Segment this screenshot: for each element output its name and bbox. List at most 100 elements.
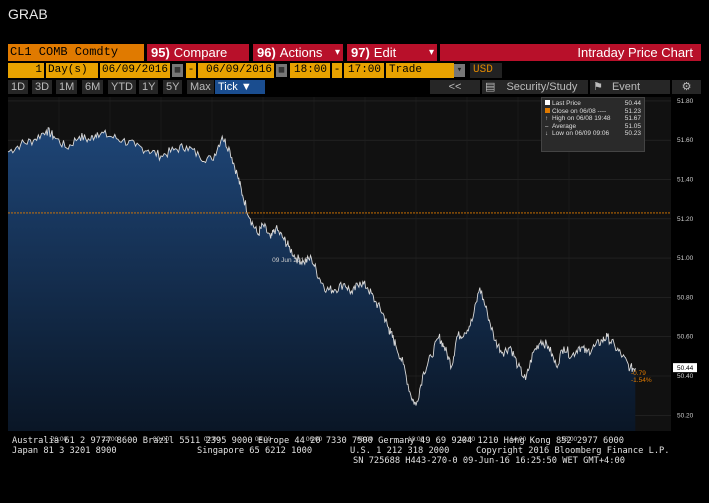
flag-icon: ⚑ [593,81,603,93]
end-time-field[interactable]: 17:00 [344,63,384,78]
range-ytd[interactable]: YTD [108,80,136,94]
legend-last-price: Last Price 50.44 [545,100,641,108]
end-calendar-icon[interactable]: ▦ [276,64,287,77]
end-date-field[interactable]: 06/09/2016 [198,63,274,78]
y-tick-label: 50.60 [677,334,694,341]
legend-high-value: 51.67 [624,115,641,123]
price-line [7,126,636,406]
currency-field[interactable]: USD [470,63,502,78]
x-tick-label: 04:00 [255,436,272,443]
date-label: 09 Jun 2016 [272,257,308,264]
y-tick-label: 50.40 [677,373,694,380]
start-time-field[interactable]: 18:00 [290,63,330,78]
event-dropdown-icon[interactable]: ▾ [454,64,465,77]
x-tick-label: 12:00 [459,436,476,443]
command-bar: CL1 COMB Comdty 95) Compare 96) Actions ▾ … [8,44,701,61]
window-title: GRAB [8,6,48,22]
edit-label: Edit [373,45,397,60]
y-axis: 51.80 51.60 51.40 51.20 51.00 50.80 50.60 50.40… [677,98,694,419]
legend-last-value: 50.44 [624,100,641,107]
legend-close-label: Close on 06/08 ---- [552,107,607,115]
time-separator: - [332,63,342,78]
legend-close: Close on 06/08 ---- 51.23 [545,107,641,116]
actions-caret-icon: ▾ [334,47,340,58]
y-tick-label: 51.80 [677,98,694,105]
back-button[interactable]: << [430,80,480,94]
gear-icon[interactable]: ⚙ [672,80,701,94]
footer-japan: Japan 81 3 3201 8900 [12,446,117,456]
footer-singapore: Singapore 65 6212 1000 [197,446,313,456]
last-price-tag: 50.44 [677,365,694,372]
period-value-field[interactable]: 1 [8,63,44,78]
range-bar: 1D 3D 1M 6M YTD 1Y 5Y Max Tick ▼ << ▤ Se… [8,80,701,94]
range-1y[interactable]: 1Y [139,80,159,94]
event-type-select[interactable]: Trade [386,63,454,78]
average-dash-icon: – [545,123,549,130]
legend-low: ↓ Low on 06/09 09:06 50.23 [545,130,641,138]
chart-icon: ▤ [485,81,496,93]
legend-average-label: Average [552,122,577,130]
x-tick-label: 22:00 [102,436,119,443]
legend-low-label: Low on 06/09 09:06 [552,130,610,138]
x-tick-label: 16:00 [561,436,578,443]
change-absolute: -0.79 [631,370,646,377]
y-tick-label: 51.20 [677,216,694,223]
change-percent: -1.54% [631,377,652,384]
actions-button[interactable]: 96) Actions ▾ [253,44,343,61]
security-study-label: Security/Study [506,81,578,93]
footer-copyright: Copyright 2016 Bloomberg Finance L.P. [476,446,670,456]
tick-caret-icon: ▼ [240,81,252,93]
last-price-swatch [545,100,550,105]
legend-high-label: High on 06/08 19:48 [552,115,611,123]
legend-last-label: Last Price [552,100,581,107]
range-6m[interactable]: 6M [82,80,104,94]
tick-dropdown[interactable]: Tick ▼ [215,80,265,94]
range-1m[interactable]: 1M [56,80,78,94]
tick-label: Tick [218,81,238,93]
x-tick-label: 08:00 [357,436,374,443]
actions-label: Actions [279,45,323,60]
last-price-box [673,363,697,373]
range-1d[interactable]: 1D [8,80,29,94]
x-tick-label: 14:00 [510,436,527,443]
ticker-field[interactable]: CL1 COMB Comdty [8,44,144,61]
y-tick-label: 51.00 [677,255,694,262]
legend-high: ↑ High on 06/08 19:48 51.67 [545,115,641,123]
period-unit-field[interactable]: Day(s) [46,63,98,78]
legend-average: – Average 51.05 [545,123,641,131]
close-swatch [545,107,550,113]
y-tick-label: 51.40 [677,177,694,184]
compare-button[interactable]: 95) Compare [147,44,249,61]
range-max[interactable]: Max [187,80,214,94]
edit-number: 97) [351,45,370,60]
low-arrow-icon: ↓ [545,131,548,138]
edit-caret-icon: ▾ [428,47,434,58]
legend-average-value: 51.05 [624,122,641,130]
footer-serial: SN 725688 H443-270-0 09-Jun-16 16:25:50 … [353,456,625,466]
legend-close-value: 51.23 [624,107,641,115]
security-study-button[interactable]: ▤ Security/Study [482,80,588,94]
date-separator: - [186,63,196,78]
compare-label: Compare [173,45,228,60]
x-tick-label: 06:00 [306,436,323,443]
footer-line-1: Australia 61 2 9777 8600 Brazil 5511 239… [12,436,624,446]
actions-number: 96) [257,45,276,60]
range-5y[interactable]: 5Y [163,80,183,94]
high-arrow-icon: ↑ [545,116,548,123]
start-calendar-icon[interactable]: ▦ [172,64,183,77]
y-tick-label: 51.60 [677,137,694,144]
y-tick-label: 50.80 [677,294,694,301]
footer-us: U.S. 1 212 318 2000 [350,446,450,456]
x-tick-label: 20:00 [51,436,68,443]
price-area [8,127,636,431]
chart-type-title: Intraday Price Chart [440,44,701,61]
event-label: Event [611,81,641,93]
x-tick-label: 00:00 [153,436,170,443]
intraday-price-chart: 51.80 51.60 51.40 51.20 51.00 50.80 50.60 50.40… [7,97,697,443]
legend-low-value: 50.23 [624,130,641,138]
range-3d[interactable]: 3D [32,80,53,94]
y-tick-label: 50.20 [677,412,694,419]
start-date-field[interactable]: 06/09/2016 [100,63,170,78]
edit-button[interactable]: 97) Edit ▾ [347,44,437,61]
event-button[interactable]: ⚑ Event [590,80,670,94]
